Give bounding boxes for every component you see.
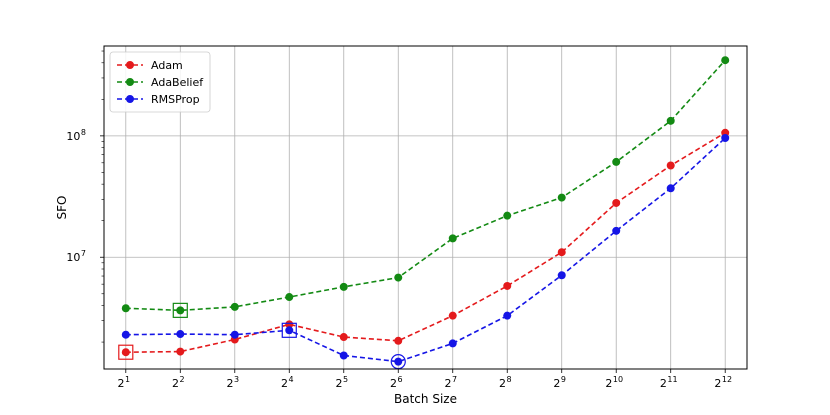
data-point-adam — [339, 333, 348, 342]
legend-marker — [126, 95, 134, 103]
data-point-adam — [394, 336, 403, 345]
series-layer — [118, 56, 730, 370]
y-axis-label: SFO — [55, 196, 69, 220]
plot-frame — [103, 45, 748, 370]
data-point-rmsprop — [503, 311, 512, 320]
data-point-rmsprop — [666, 184, 675, 193]
data-point-rmsprop — [176, 330, 185, 339]
data-point-adabelief — [176, 306, 185, 315]
data-point-adabelief — [503, 211, 512, 220]
data-point-rmsprop — [285, 326, 294, 335]
data-point-rmsprop — [121, 330, 130, 339]
data-point-adam — [666, 161, 675, 170]
data-point-adam — [176, 347, 185, 356]
data-point-rmsprop — [721, 134, 730, 143]
data-point-rmsprop — [394, 357, 403, 366]
legend-label: AdaBelief — [151, 76, 204, 89]
data-point-adabelief — [339, 282, 348, 291]
data-point-adam — [448, 311, 457, 320]
data-point-rmsprop — [230, 330, 239, 339]
data-point-adam — [121, 348, 130, 357]
legend-label: Adam — [151, 59, 183, 72]
data-point-rmsprop — [612, 226, 621, 235]
data-point-adabelief — [121, 304, 130, 313]
data-point-rmsprop — [557, 271, 566, 280]
data-point-adabelief — [666, 116, 675, 125]
extra-marker-rmsprop — [281, 322, 297, 338]
highlight-marker-adam — [118, 344, 134, 360]
data-point-adam — [557, 248, 566, 257]
data-point-rmsprop — [339, 351, 348, 360]
data-point-adam — [612, 198, 621, 207]
highlight-marker-adabelief — [172, 302, 188, 318]
data-point-adabelief — [612, 157, 621, 166]
grid-lines — [104, 46, 747, 369]
x-axis-label: Batch Size — [394, 392, 457, 406]
data-point-adabelief — [448, 234, 457, 243]
legend-marker — [126, 78, 134, 86]
data-point-adam — [285, 320, 294, 329]
legend-box — [109, 51, 211, 113]
legend-marker — [126, 61, 134, 69]
legend-label: RMSProp — [151, 93, 200, 106]
series-line-rmsprop — [125, 137, 726, 363]
series-line-adam — [125, 132, 726, 354]
data-point-adabelief — [394, 273, 403, 282]
data-point-adabelief — [230, 302, 239, 311]
data-point-adabelief — [557, 193, 566, 202]
data-point-rmsprop — [448, 339, 457, 348]
data-point-adam — [503, 281, 512, 290]
data-point-adabelief — [721, 56, 730, 65]
series-line-adabelief — [125, 59, 726, 312]
legend: Adam AdaBelief RMSProp — [109, 51, 211, 113]
data-point-adabelief — [285, 293, 294, 302]
